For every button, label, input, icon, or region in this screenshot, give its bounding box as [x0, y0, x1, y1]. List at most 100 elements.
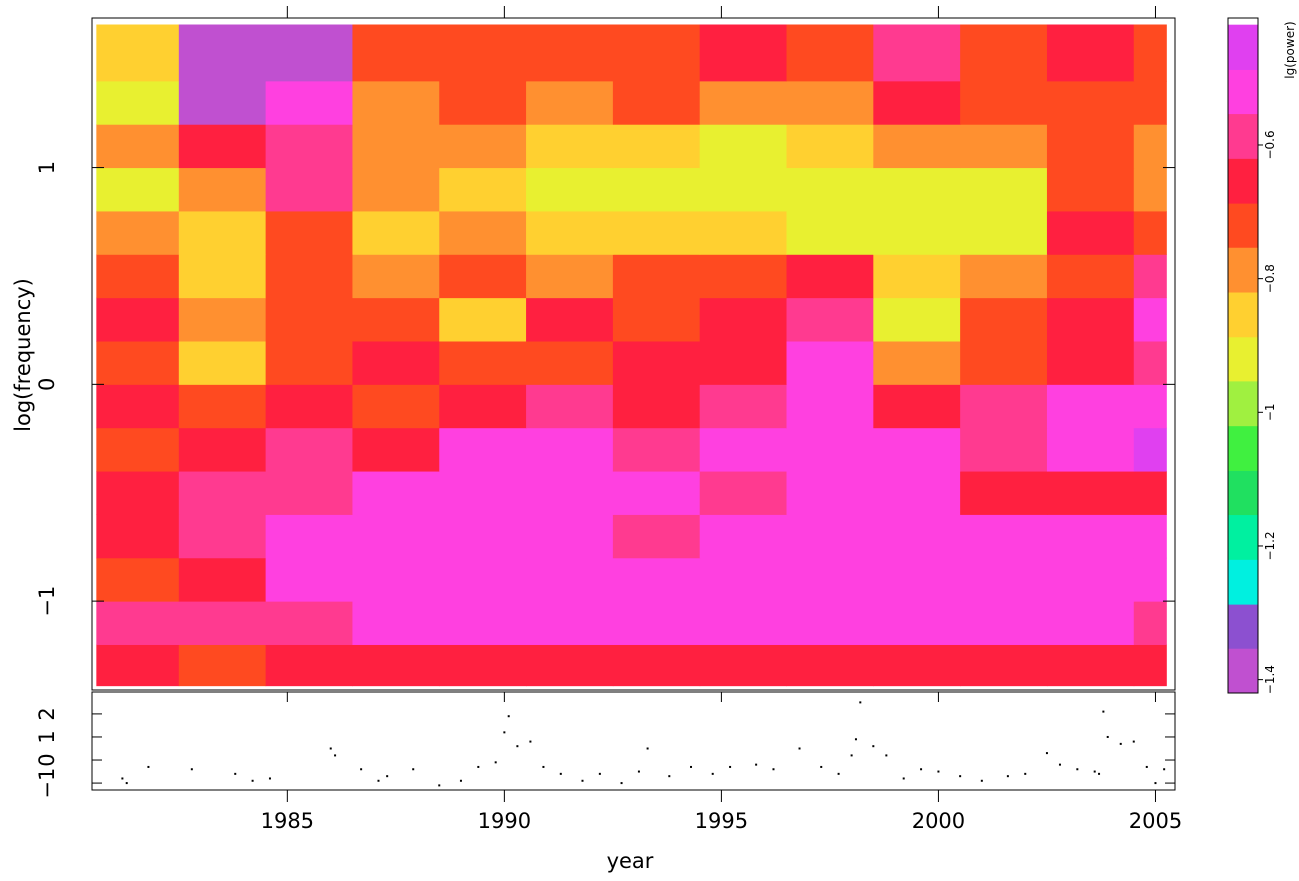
- data-point: [755, 763, 758, 766]
- x-tick-label: 1990: [478, 809, 531, 833]
- heatmap-cell: [960, 167, 1048, 212]
- heatmap-cell: [786, 167, 874, 212]
- heatmap-cell: [1133, 167, 1167, 212]
- data-point: [668, 775, 671, 778]
- heatmap-cell: [873, 384, 961, 429]
- heatmap-cell: [1133, 644, 1167, 687]
- heatmap-cell: [873, 471, 961, 515]
- heatmap-cell: [96, 297, 180, 342]
- heatmap-cell: [526, 514, 614, 559]
- y-tick-label: 0: [35, 378, 59, 391]
- data-point: [459, 779, 462, 782]
- colorbar-band: [1228, 559, 1258, 605]
- heatmap-cell: [96, 427, 180, 472]
- heatmap-cell: [178, 124, 267, 169]
- heatmap-cell: [786, 557, 874, 602]
- data-point: [798, 747, 801, 750]
- heatmap-cell: [699, 210, 788, 255]
- heatmap-cell: [786, 124, 874, 169]
- colorbar-tick-label: −1.4: [1263, 665, 1277, 694]
- heatmap-cell: [1046, 644, 1135, 687]
- heatmap-cell: [960, 24, 1048, 82]
- data-point: [438, 784, 441, 787]
- heatmap-cell: [352, 210, 440, 255]
- y-tick-label: 1: [35, 161, 59, 174]
- data-point: [1098, 772, 1101, 775]
- colorbar-band: [1228, 514, 1258, 560]
- heatmap-cell: [265, 514, 353, 559]
- heatmap-cell: [786, 210, 874, 255]
- heatmap-cell: [612, 124, 701, 169]
- heatmap-cell: [873, 601, 961, 645]
- heatmap-cell: [612, 80, 701, 125]
- data-point: [329, 747, 332, 750]
- heatmap-cell: [786, 471, 874, 515]
- heatmap-cell: [439, 124, 527, 169]
- data-point: [902, 777, 905, 780]
- heatmap-cell: [1133, 601, 1167, 645]
- x-tick-label: 2005: [1129, 809, 1182, 833]
- data-point: [507, 715, 510, 718]
- heatmap-cell: [96, 514, 180, 559]
- heatmap-cell: [786, 297, 874, 342]
- heatmap-cell: [873, 24, 961, 82]
- heatmap-cell: [786, 340, 874, 385]
- data-point: [772, 768, 775, 771]
- heatmap-cell: [178, 601, 267, 645]
- heatmap-cell: [786, 24, 874, 82]
- data-point: [1076, 768, 1079, 771]
- heatmap-cell: [873, 80, 961, 125]
- heatmap-cell: [526, 254, 614, 299]
- colorbar-band: [1228, 113, 1258, 159]
- heatmap-cell: [352, 644, 440, 687]
- heatmap-cell: [960, 254, 1048, 299]
- heatmap-cell: [699, 297, 788, 342]
- heatmap-cell: [1133, 384, 1167, 429]
- heatmap-cell: [873, 297, 961, 342]
- data-point: [729, 765, 732, 768]
- heatmap-cell: [526, 210, 614, 255]
- heatmap-cell: [612, 210, 701, 255]
- heatmap-cell: [265, 644, 353, 687]
- heatmap-cell: [96, 80, 180, 125]
- heatmap-cell: [1133, 297, 1167, 342]
- heatmap-cell: [178, 644, 267, 687]
- data-point: [837, 772, 840, 775]
- data-point: [820, 765, 823, 768]
- colorbar-band: [1228, 24, 1258, 70]
- heatmap-cell: [699, 254, 788, 299]
- heatmap-cell: [178, 24, 267, 82]
- data-point: [334, 754, 337, 757]
- heatmap-cell: [1133, 24, 1167, 82]
- heatmap-cell: [612, 557, 701, 602]
- heatmap-cell: [178, 514, 267, 559]
- heatmap-cell: [96, 254, 180, 299]
- heatmap-cell: [960, 210, 1048, 255]
- heatmap-cell: [178, 557, 267, 602]
- heatmap-cell: [96, 644, 180, 687]
- heatmap-cell: [352, 601, 440, 645]
- heatmap-cell: [873, 644, 961, 687]
- heatmap-cell: [699, 80, 788, 125]
- heatmap-cell: [352, 80, 440, 125]
- heatmap-cell: [786, 601, 874, 645]
- heatmap-cell: [699, 24, 788, 82]
- data-point: [920, 768, 923, 771]
- data-point: [959, 775, 962, 778]
- heatmap-cell: [439, 557, 527, 602]
- colorbar-band: [1228, 158, 1258, 204]
- data-point: [711, 772, 714, 775]
- colorbar-tick-label: −1.2: [1263, 531, 1277, 560]
- colorbar-band: [1228, 247, 1258, 293]
- y-tick-label: −1: [35, 586, 59, 617]
- data-point: [268, 777, 271, 780]
- data-point: [559, 772, 562, 775]
- data-point: [147, 765, 150, 768]
- heatmap-cell: [1133, 514, 1167, 559]
- heatmap-cell: [352, 471, 440, 515]
- heatmap-cell: [786, 80, 874, 125]
- heatmap-cell: [960, 644, 1048, 687]
- data-point: [412, 768, 415, 771]
- x-axis-title: year: [607, 849, 654, 873]
